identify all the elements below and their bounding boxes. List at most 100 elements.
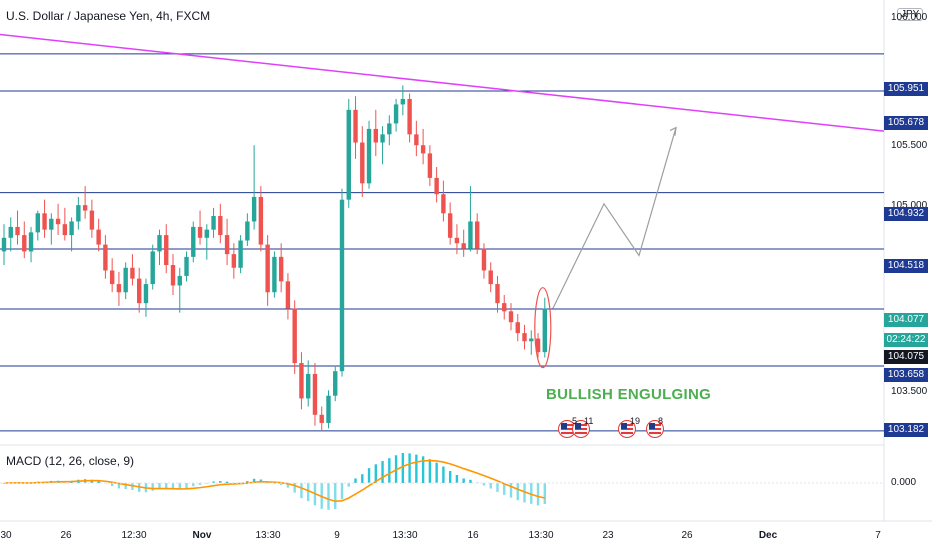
candle-body [353, 109, 358, 143]
candle-body [400, 98, 406, 105]
time-tick: 30 [0, 530, 12, 541]
candle-body [211, 216, 216, 230]
candle-body [522, 333, 527, 342]
macd-histogram-bar [266, 482, 269, 484]
candle-body [265, 244, 270, 293]
candle-body [346, 109, 351, 200]
time-tick: 16 [467, 530, 479, 541]
currency-badge[interactable]: JPY [897, 8, 924, 21]
macd-histogram-bar [246, 481, 249, 483]
candle-body [326, 395, 331, 423]
candle-body [481, 248, 487, 271]
us-flag-icon [618, 420, 636, 438]
us-flag-icon [558, 420, 576, 438]
candle-body [299, 363, 304, 399]
candle-body [529, 338, 534, 342]
macd-histogram-bar [178, 483, 181, 490]
macd-histogram-bar [536, 483, 540, 506]
candle-body [434, 177, 439, 195]
macd-histogram-bar [374, 464, 377, 483]
projection-arrowhead [669, 126, 677, 136]
candle-body [191, 226, 196, 257]
level-label: 103.182 [884, 423, 928, 437]
candle-body [35, 213, 40, 233]
candle-body [150, 251, 155, 285]
time-tick: 13:30 [255, 530, 281, 541]
trendline-group[interactable] [0, 33, 885, 132]
last-price-label: 104.077 [884, 313, 928, 327]
macd-histogram-bar [496, 483, 499, 492]
time-tick: 12:30 [121, 530, 147, 541]
macd-pane [2, 453, 546, 510]
macd-histogram-bar [509, 483, 513, 498]
macd-histogram-bar [543, 483, 546, 505]
macd-histogram-bar [286, 483, 290, 488]
time-tick: 23 [602, 530, 614, 541]
macd-indicator-label[interactable]: MACD (12, 26, close, 9) [6, 454, 135, 468]
candle-body [123, 267, 128, 293]
candle-body [258, 196, 264, 245]
candle-body [488, 270, 493, 285]
candle-body [393, 104, 399, 124]
macd-histogram-bar [347, 483, 350, 487]
macd-histogram-bar [124, 483, 127, 490]
macd-histogram-bar [421, 456, 425, 483]
macd-histogram-bar [381, 461, 384, 483]
macd-histogram-bar [361, 474, 364, 483]
candle-body [224, 235, 230, 255]
macd-histogram-bar [165, 483, 168, 489]
economic-event-group[interactable]: 5 11 [556, 416, 600, 438]
candle-body [8, 226, 13, 238]
macd-histogram-bar [340, 483, 344, 500]
horizontal-levels[interactable] [0, 53, 884, 432]
candle-body [197, 226, 203, 238]
macd-histogram-bar [428, 459, 432, 483]
candle-body [508, 311, 514, 323]
macd-histogram-bar [198, 483, 202, 485]
candle-series [1, 85, 552, 432]
candle-body [360, 142, 365, 184]
level-label: 104.518 [884, 259, 928, 273]
candle-body [184, 256, 189, 276]
macd-histogram-bar [219, 481, 222, 483]
economic-event-group[interactable]: 19 [616, 416, 644, 438]
us-flag-icon [572, 420, 590, 438]
macd-histogram-bar [110, 483, 114, 487]
candle-body [137, 278, 142, 304]
time-tick: 26 [60, 530, 72, 541]
time-tick: Dec [758, 530, 778, 541]
engulfing-highlight-ellipse [534, 287, 552, 369]
candle-body [306, 373, 311, 399]
time-tick: Nov [192, 530, 212, 541]
macd-histogram-bar [158, 483, 161, 489]
macd-histogram-bar [185, 483, 188, 489]
macd-histogram-bar [171, 483, 175, 490]
macd-histogram-bar [408, 453, 411, 483]
macd-histogram-bar [252, 478, 256, 483]
macd-histogram-bar [462, 478, 465, 483]
macd-histogram-bar [415, 454, 418, 483]
candle-body [339, 199, 345, 372]
candle-body [292, 308, 297, 364]
macd-histogram-bar [97, 481, 100, 483]
economic-event-group[interactable]: 8 [644, 416, 672, 438]
level-label: 104.932 [884, 207, 928, 221]
macd-histogram-bar [489, 483, 492, 489]
time-tick: 9 [334, 530, 340, 541]
candle-body [447, 213, 453, 238]
projection-path [552, 127, 677, 309]
macd-histogram-bar [388, 458, 391, 483]
candle-body [170, 265, 176, 286]
pattern-annotation[interactable]: BULLISH ENGULGING [546, 386, 712, 403]
candle-body [82, 205, 88, 211]
candle-body [164, 235, 169, 266]
macd-histogram-bar [192, 483, 195, 487]
macd-histogram-bar [469, 479, 472, 483]
time-tick: 7 [875, 530, 881, 541]
macd-histogram-bar [367, 468, 371, 483]
candle-body [278, 256, 284, 282]
chart-title: U.S. Dollar / Japanese Yen, 4h, FXCM [6, 9, 211, 23]
candle-body [116, 284, 122, 293]
projection-path-group[interactable] [552, 126, 677, 309]
